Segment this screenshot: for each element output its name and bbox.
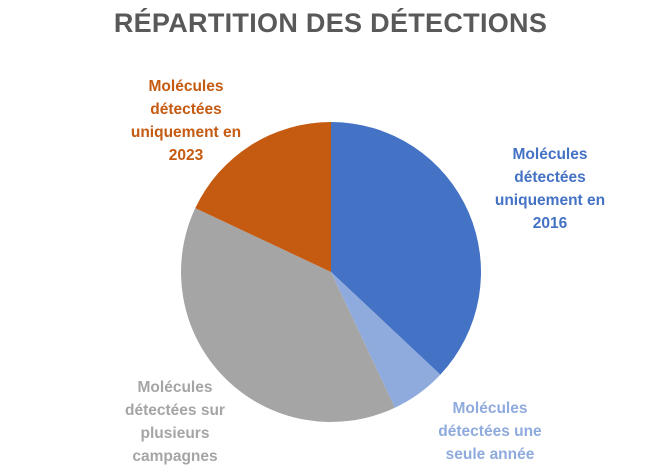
slice-label-multiple-campaigns: Molécules détectées sur plusieurs campag… [125, 379, 225, 465]
slice-2016-only [331, 122, 482, 375]
slice-label-single-year: Molécules détectées une seule année [438, 400, 542, 463]
slice-multiple-campaigns [181, 208, 395, 422]
slice-2023-only [195, 122, 331, 272]
chart-title: RÉPARTITION DES DÉTECTIONS [113, 8, 548, 38]
slice-label-2023-only: Molécules détectées uniquement en 2023 [130, 78, 242, 164]
slice-label-2016-only: Molécules détectées uniquement en 2016 [494, 146, 606, 232]
slice-single-year [331, 272, 441, 408]
